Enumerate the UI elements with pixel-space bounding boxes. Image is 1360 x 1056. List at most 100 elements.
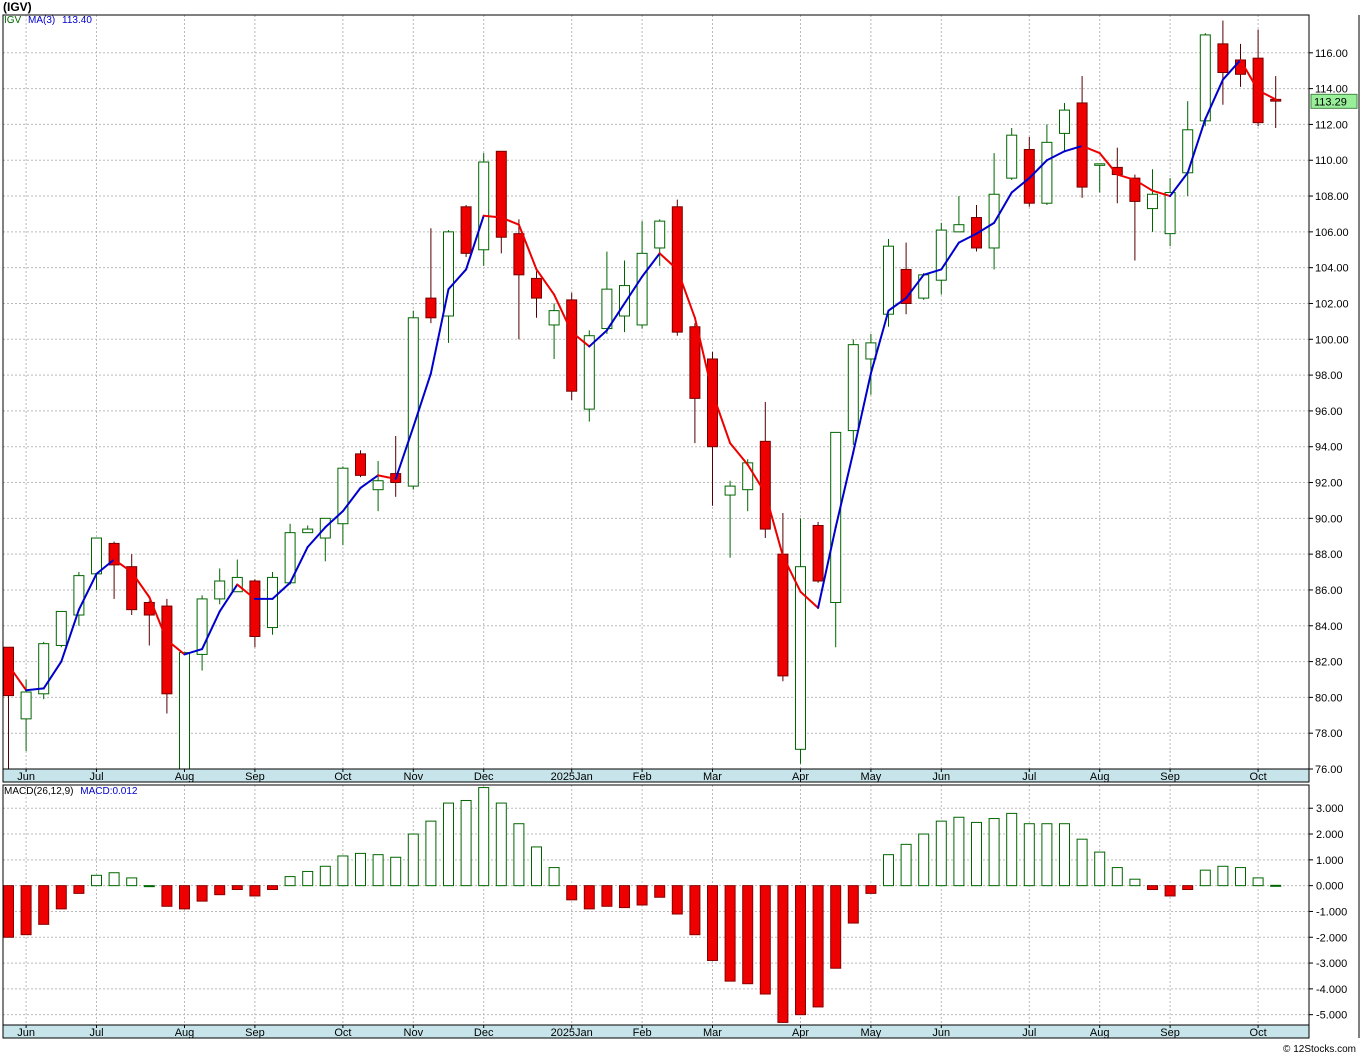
legend-ma-label: MA(3) — [28, 15, 56, 26]
ma-segment — [817, 526, 837, 609]
macd-bar — [302, 870, 314, 887]
candle-body — [689, 326, 701, 399]
ma-segment — [1169, 171, 1189, 198]
ma-segment — [553, 293, 573, 334]
candle-body — [478, 161, 490, 251]
ma-segment — [1239, 58, 1260, 92]
ma-segment — [887, 297, 908, 312]
candle-body — [759, 440, 771, 530]
x-tick-label: Jul — [1022, 771, 1036, 783]
ma-segment — [1257, 89, 1277, 101]
ma-segment — [869, 309, 890, 375]
ma-segment — [975, 221, 996, 235]
macd-bar — [337, 855, 349, 887]
candle-body — [425, 297, 437, 319]
ma-segment — [25, 687, 45, 692]
ma-segment — [1010, 177, 1031, 194]
price-tick-label: 100.00 — [1315, 334, 1349, 346]
price-tick-label: 78.00 — [1315, 728, 1343, 740]
ma-segment — [77, 572, 98, 611]
x-tick-label: Aug — [175, 1027, 195, 1039]
macd-bar — [1129, 878, 1141, 887]
copyright: © 12Stocks.com — [1283, 1044, 1356, 1055]
macd-bar — [759, 885, 771, 995]
ma-segment — [201, 610, 221, 651]
x-tick-label: Oct — [334, 1027, 351, 1039]
candle-body — [355, 453, 366, 476]
candle-body — [20, 691, 32, 720]
last-price-tag — [1310, 93, 1358, 109]
x-tick-label: May — [861, 1027, 882, 1039]
macd-bar — [495, 802, 507, 887]
ma-segment — [447, 268, 468, 291]
macd-bar — [372, 854, 384, 887]
candle-body — [73, 575, 85, 616]
ma-segment — [940, 241, 960, 271]
x-tick-label: Jun — [17, 1027, 35, 1039]
ma-segment — [359, 474, 380, 489]
x-tick-label: Nov — [404, 771, 424, 783]
ma-segment — [1186, 118, 1207, 174]
macd-bar — [1217, 865, 1229, 887]
macd-tick-label: 3.000 — [1316, 803, 1344, 815]
candle-body — [953, 224, 965, 233]
candle-body — [883, 245, 894, 315]
macd-bar — [38, 885, 50, 925]
macd-bar — [1182, 885, 1194, 891]
ma-segment — [289, 545, 309, 584]
candle-body — [1147, 193, 1158, 210]
ma-segment — [993, 191, 1013, 224]
candle-body — [108, 542, 120, 566]
macd-x-axis: Jun Jul Aug Sep Oct Nov Dec 2025Jan Feb Mar Apr May… — [2, 1024, 1310, 1039]
ma-segment — [517, 223, 538, 271]
macd-bar — [319, 865, 331, 887]
ma-segment — [693, 316, 714, 394]
macd-bar — [707, 885, 718, 961]
x-tick-label: Feb — [633, 1027, 652, 1039]
x-tick-label: Jun — [932, 771, 950, 783]
macd-tick-label: -1.000 — [1316, 906, 1347, 918]
x-tick-label: Jul — [1022, 1027, 1036, 1039]
x-tick-label: Jul — [89, 1027, 103, 1039]
candle-body — [531, 277, 542, 299]
ma-segment — [394, 426, 415, 480]
candle-body — [302, 528, 314, 534]
x-tick-label: Sep — [1160, 1027, 1180, 1039]
ma-segment — [729, 442, 749, 466]
macd-bar — [196, 885, 208, 902]
macd-y-axis: -5.000 -4.000 -3.000 -2.000 -1.000 0.000 1.000… — [1309, 803, 1347, 1022]
x-tick-label: May — [861, 771, 882, 783]
x-tick-label: Oct — [1250, 1027, 1267, 1039]
ma-segment — [324, 510, 344, 529]
ma-segment — [113, 558, 133, 574]
x-tick-label: Aug — [1090, 1027, 1110, 1039]
ma-segment — [306, 526, 327, 548]
x-tick-label: Mar — [703, 1027, 722, 1039]
x-tick-label: Dec — [474, 1027, 494, 1039]
ma-segment — [746, 463, 767, 495]
legend-macd-value: MACD:0.012 — [80, 786, 138, 797]
candle-body — [636, 252, 648, 326]
macd-tick-label: -5.000 — [1316, 1010, 1347, 1022]
macd-bar — [935, 820, 947, 887]
candle-body — [1094, 163, 1106, 166]
macd-bar — [20, 885, 32, 936]
ma-segment — [605, 302, 626, 332]
candle-body — [126, 566, 138, 611]
candle-body — [249, 580, 261, 638]
macd-bar — [971, 821, 982, 887]
x-tick-label: Dec — [474, 771, 494, 783]
macd-tick-label: -4.000 — [1316, 984, 1347, 996]
macd-bar — [1023, 823, 1035, 887]
price-tick-label: 108.00 — [1315, 191, 1349, 203]
macd-bar — [812, 885, 824, 1008]
macd-bar — [1076, 838, 1088, 887]
candle-body — [812, 524, 824, 582]
macd-bar — [601, 885, 613, 907]
macd-bar — [883, 854, 894, 887]
price-x-axis: Jun Jul Aug Sep Oct Nov Dec 2025Jan Feb Mar Apr May… — [2, 768, 1310, 783]
macd-bar — [1252, 877, 1264, 887]
macd-bar — [724, 885, 736, 982]
macd-bar — [1199, 869, 1211, 887]
